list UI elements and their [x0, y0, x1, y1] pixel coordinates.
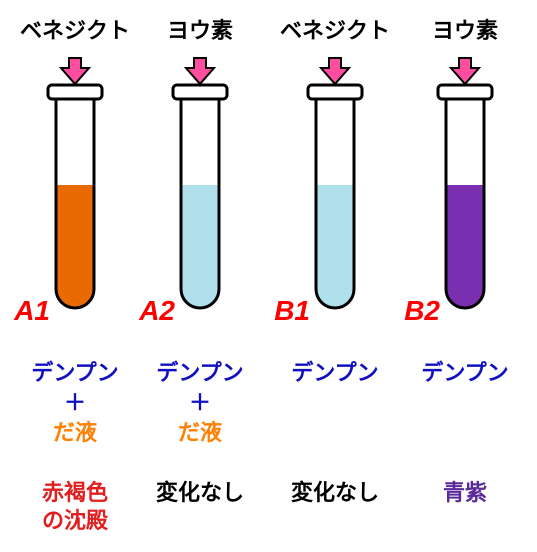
result-line: 変化なし	[156, 480, 244, 505]
reagent-label: ヨウ素	[432, 18, 498, 43]
content-line: ＋	[189, 390, 211, 415]
content-line: デンプン	[156, 360, 243, 385]
reagent-label: ベネジクト	[20, 18, 130, 43]
tube-liquid	[56, 185, 94, 308]
tube-cap	[438, 85, 492, 99]
result-line: 青紫	[443, 480, 487, 505]
content-line: だ液	[53, 420, 97, 445]
reagent-label: ベネジクト	[280, 18, 390, 43]
tube-cap	[173, 85, 227, 99]
tube-id-label: A2	[138, 295, 175, 326]
reagent-label: ヨウ素	[167, 18, 233, 43]
tube-liquid	[446, 185, 484, 308]
content-line: だ液	[178, 420, 222, 445]
tube-id-label: B1	[274, 295, 310, 326]
tube-liquid	[316, 185, 354, 308]
result-line: 赤褐色	[42, 480, 108, 505]
tube-id-label: A1	[13, 295, 50, 326]
tube-liquid	[181, 185, 219, 308]
tube-cap	[308, 85, 362, 99]
content-line: ＋	[64, 390, 86, 415]
diagram-canvas: ベネジクト A1 デンプン ＋ だ液赤褐色の沈殿 ヨウ素 A2 デンプン ＋ だ液変化なし ベネジク…	[0, 0, 537, 547]
tube-id-label: B2	[404, 295, 440, 326]
result-line: 変化なし	[291, 480, 379, 505]
content-line: デンプン	[291, 360, 378, 385]
result-line: の沈殿	[42, 508, 109, 533]
content-line: デンプン	[31, 360, 118, 385]
content-line: デンプン	[421, 360, 508, 385]
tube-cap	[48, 85, 102, 99]
